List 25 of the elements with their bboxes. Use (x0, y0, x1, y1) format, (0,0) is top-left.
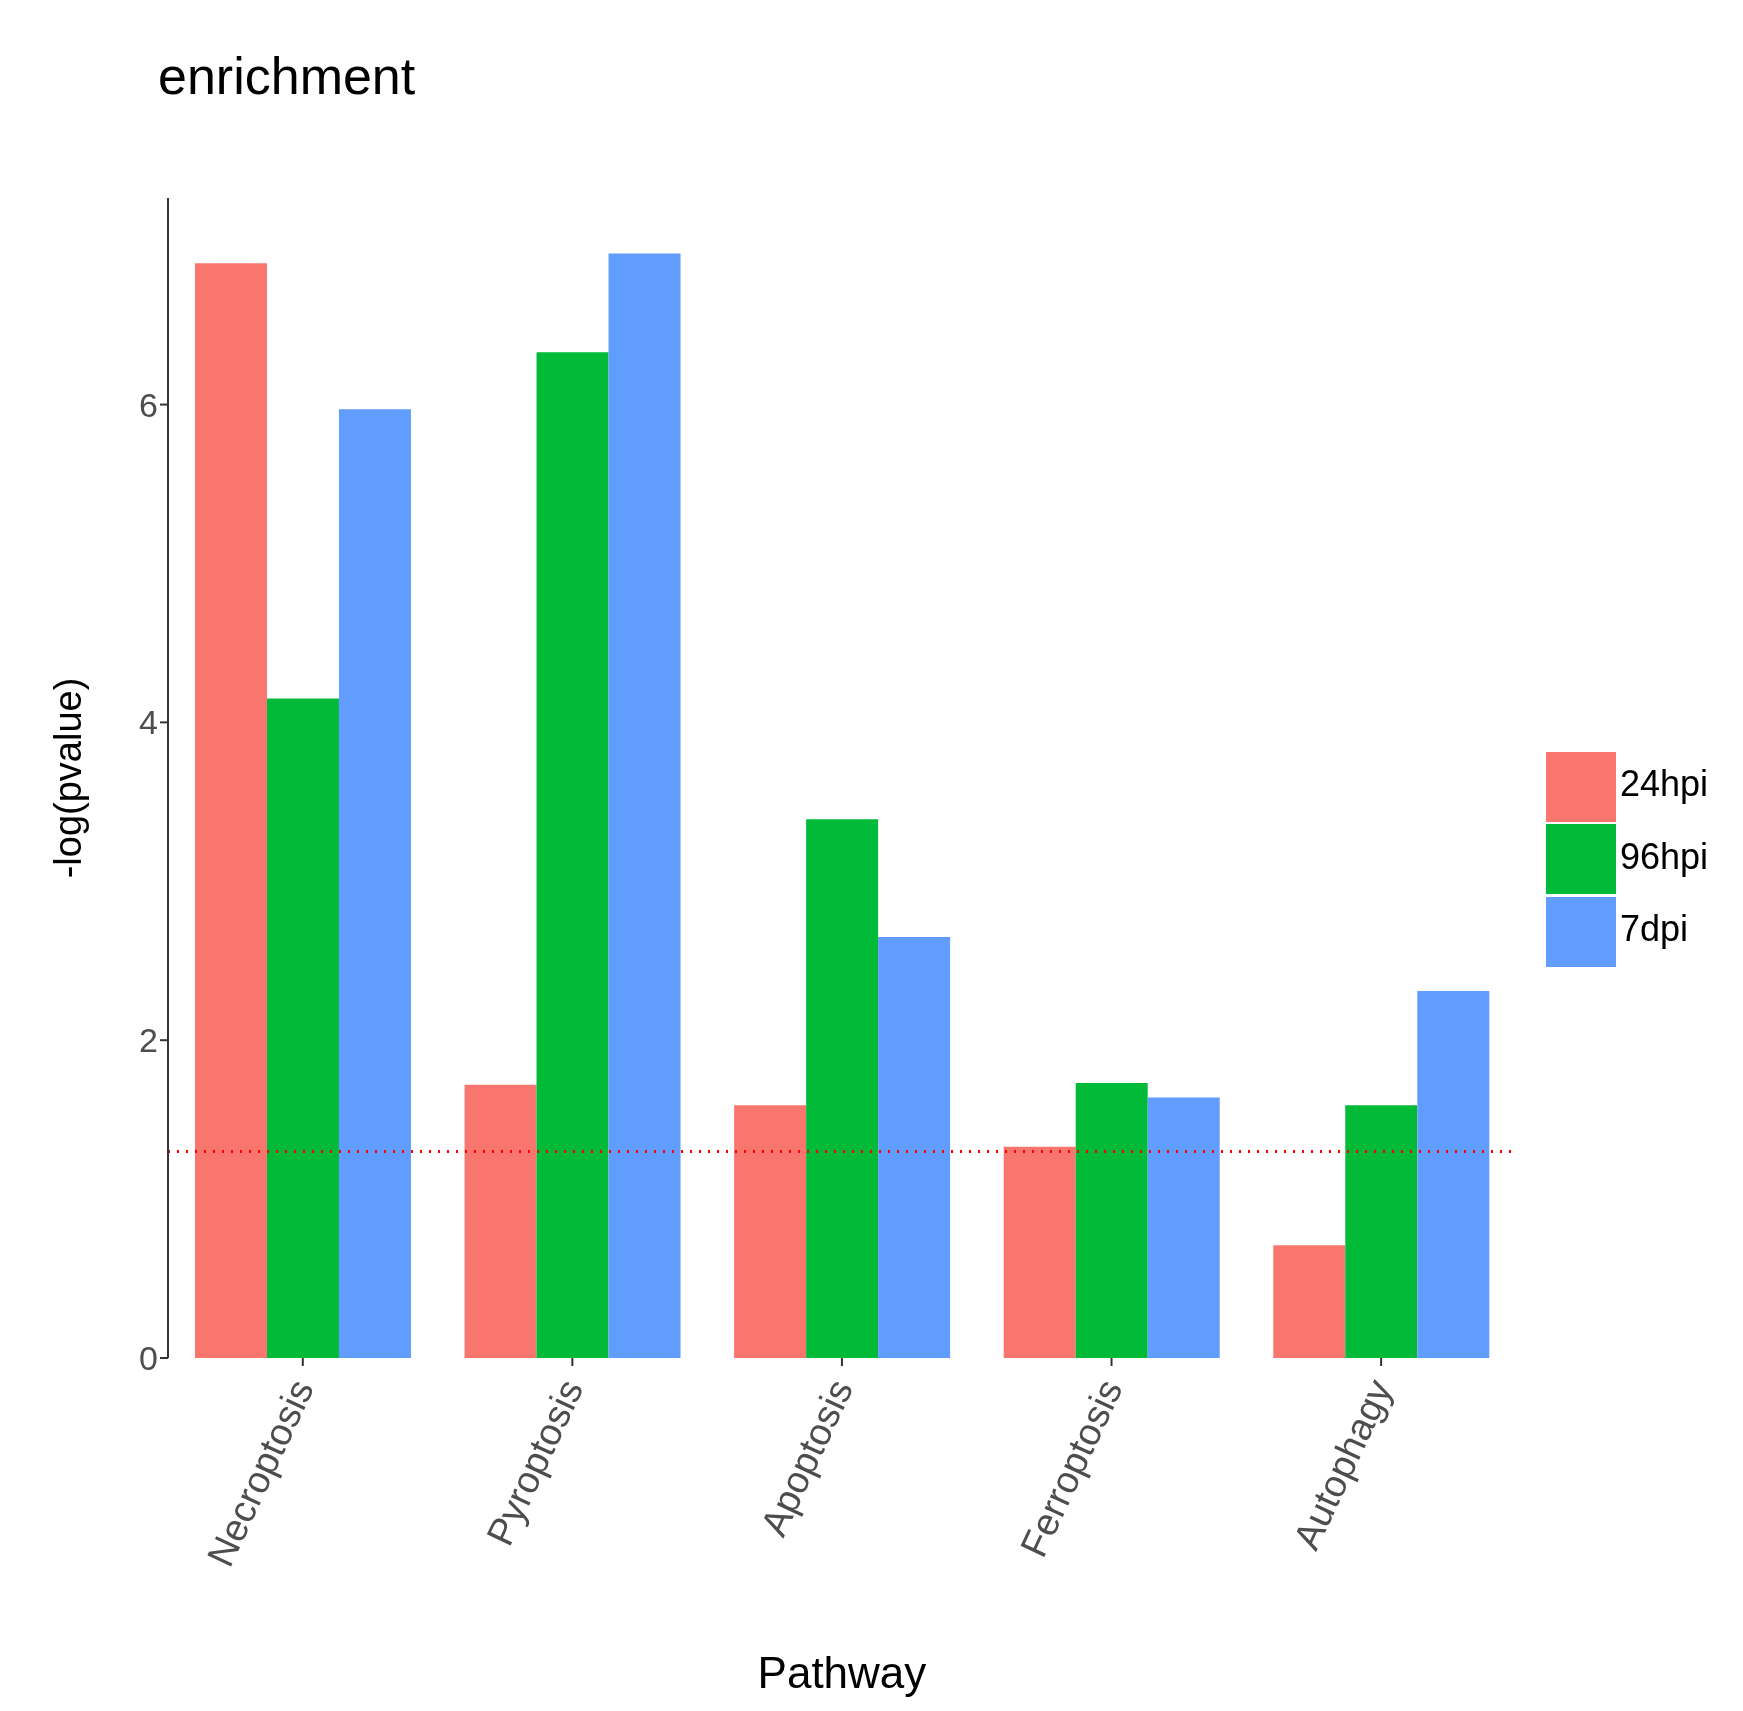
bar (1075, 1083, 1148, 1358)
bar (536, 352, 609, 1358)
legend-label: 7dpi (1619, 908, 1688, 950)
y-tick-label: 0 (139, 1339, 158, 1378)
bar (464, 1084, 537, 1358)
bar (1003, 1146, 1076, 1358)
bar (608, 253, 681, 1358)
chart-title: enrichment (158, 46, 416, 106)
legend-label: 24hpi (1619, 763, 1708, 805)
bar (338, 409, 411, 1358)
bar (194, 263, 267, 1358)
legend-label: 96hpi (1619, 835, 1708, 877)
bar (806, 819, 879, 1358)
y-tick-label: 6 (139, 385, 158, 424)
bar (266, 698, 339, 1358)
bar (1417, 990, 1490, 1358)
bar (1273, 1245, 1346, 1358)
y-tick-label: 4 (139, 703, 158, 742)
bar (878, 936, 951, 1358)
bar (734, 1105, 807, 1358)
y-axis-title: -log(pvalue) (47, 677, 90, 879)
y-tick-label: 2 (139, 1021, 158, 1060)
x-axis-title: Pathway (757, 1648, 927, 1697)
bar (1345, 1105, 1418, 1358)
bar (1147, 1097, 1220, 1358)
